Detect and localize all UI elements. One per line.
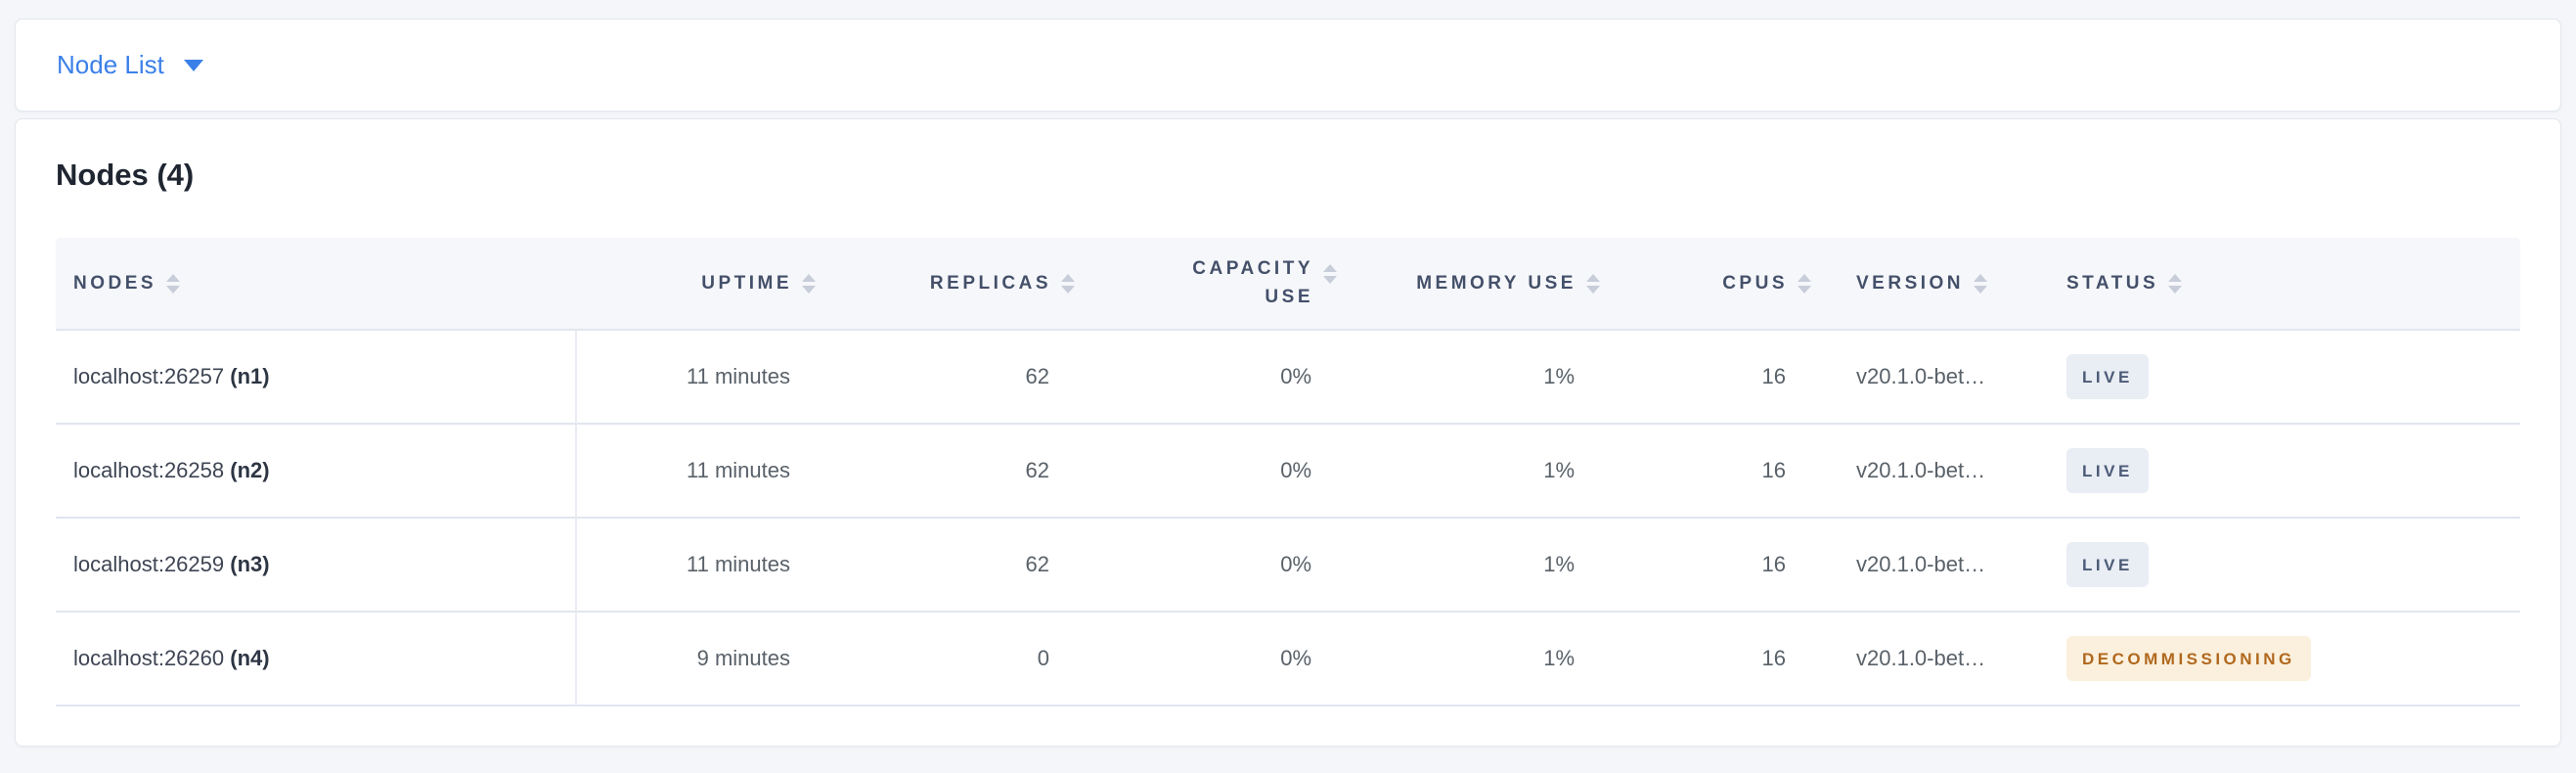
sort-icon <box>1798 273 1811 294</box>
memory-use-cell: 1% <box>1343 331 1606 426</box>
node-row: localhost:26260 (n4) 9 minutes 0 0% 1% 1… <box>56 613 2520 707</box>
sort-icon <box>2168 273 2183 294</box>
uptime-cell: 11 minutes <box>577 331 822 426</box>
replicas-cell: 62 <box>822 519 1081 614</box>
status-badge: LIVE <box>2066 354 2149 400</box>
node-cell: localhost:26258 (n2) <box>56 425 577 520</box>
uptime-cell: 9 minutes <box>577 613 822 707</box>
status-cell: LIVE <box>2059 519 2520 614</box>
memory-use-cell: 1% <box>1343 425 1606 520</box>
node-list-dropdown-label: Node List <box>57 50 164 79</box>
node-cell: localhost:26257 (n1) <box>56 331 577 426</box>
status-cell: LIVE <box>2059 331 2520 426</box>
node-id: (n1) <box>230 364 270 389</box>
node-id: (n4) <box>230 646 270 671</box>
node-address: localhost:26260 <box>73 646 225 671</box>
node-list-dropdown[interactable]: Node List <box>57 50 203 80</box>
sort-icon <box>1586 273 1600 294</box>
column-header-memory-use[interactable]: MEMORY USE <box>1343 238 1606 332</box>
column-label-cpus: CPUS <box>1722 272 1788 294</box>
version-cell: v20.1.0-bet… <box>1817 613 2059 707</box>
node-cell: localhost:26260 (n4) <box>56 613 577 707</box>
status-cell: DECOMMISSIONING <box>2059 613 2520 707</box>
caret-down-icon <box>183 59 203 71</box>
capacity-use-cell: 0% <box>1081 331 1343 426</box>
sort-icon <box>166 273 181 294</box>
sort-icon <box>1323 264 1337 285</box>
column-header-status[interactable]: STATUS <box>2059 238 2520 332</box>
column-label-status: STATUS <box>2066 272 2159 294</box>
node-row: localhost:26257 (n1) 11 minutes 62 0% 1%… <box>56 331 2520 426</box>
cpus-cell: 16 <box>1606 613 1817 707</box>
column-label-nodes: NODES <box>73 272 157 294</box>
replicas-cell: 62 <box>822 425 1081 520</box>
node-cell: localhost:26259 (n3) <box>56 519 577 614</box>
column-header-nodes[interactable]: NODES <box>56 238 577 332</box>
view-selector-bar: Node List <box>15 19 2561 112</box>
version-cell: v20.1.0-bet… <box>1817 519 2059 614</box>
version-cell: v20.1.0-bet… <box>1817 331 2059 426</box>
column-header-cpus[interactable]: CPUS <box>1606 238 1817 332</box>
table-header-row: NODES UPTIME REPLICAS <box>56 238 2520 332</box>
memory-use-cell: 1% <box>1343 519 1606 614</box>
replicas-cell: 62 <box>822 331 1081 426</box>
uptime-cell: 11 minutes <box>577 519 822 614</box>
page-title: Nodes (4) <box>56 158 195 192</box>
status-badge: LIVE <box>2066 542 2149 588</box>
cpus-cell: 16 <box>1606 425 1817 520</box>
capacity-use-cell: 0% <box>1081 519 1343 614</box>
nodes-card: Nodes (4) NODES UPTIME <box>15 118 2561 748</box>
memory-use-cell: 1% <box>1343 613 1606 707</box>
column-label-memory-use: MEMORY USE <box>1416 272 1577 294</box>
column-label-version: VERSION <box>1856 272 1965 294</box>
capacity-use-cell: 0% <box>1081 425 1343 520</box>
node-list-table: NODES UPTIME REPLICAS <box>56 238 2520 707</box>
sort-icon <box>802 273 816 294</box>
version-cell: v20.1.0-bet… <box>1817 425 2059 520</box>
sort-icon <box>1974 273 1988 294</box>
column-header-capacity-use[interactable]: CAPACITY USE <box>1081 238 1343 332</box>
node-id: (n3) <box>230 552 270 577</box>
status-badge: DECOMMISSIONING <box>2066 636 2311 682</box>
column-label-capacity-use: CAPACITY USE <box>1192 258 1313 307</box>
cpus-cell: 16 <box>1606 331 1817 426</box>
status-badge: LIVE <box>2066 448 2149 494</box>
column-label-uptime: UPTIME <box>701 272 792 294</box>
node-row: localhost:26258 (n2) 11 minutes 62 0% 1%… <box>56 425 2520 520</box>
status-cell: LIVE <box>2059 425 2520 520</box>
node-address: localhost:26258 <box>73 458 225 483</box>
sort-icon <box>1061 273 1075 294</box>
replicas-cell: 0 <box>822 613 1081 707</box>
node-address: localhost:26259 <box>73 552 225 577</box>
column-header-version[interactable]: VERSION <box>1817 238 2059 332</box>
node-address: localhost:26257 <box>73 364 225 389</box>
uptime-cell: 11 minutes <box>577 425 822 520</box>
cpus-cell: 16 <box>1606 519 1817 614</box>
column-header-replicas[interactable]: REPLICAS <box>822 238 1081 332</box>
node-id: (n2) <box>230 458 270 483</box>
column-header-uptime[interactable]: UPTIME <box>577 238 822 332</box>
capacity-use-cell: 0% <box>1081 613 1343 707</box>
column-label-replicas: REPLICAS <box>929 272 1051 294</box>
node-row: localhost:26259 (n3) 11 minutes 62 0% 1%… <box>56 519 2520 614</box>
